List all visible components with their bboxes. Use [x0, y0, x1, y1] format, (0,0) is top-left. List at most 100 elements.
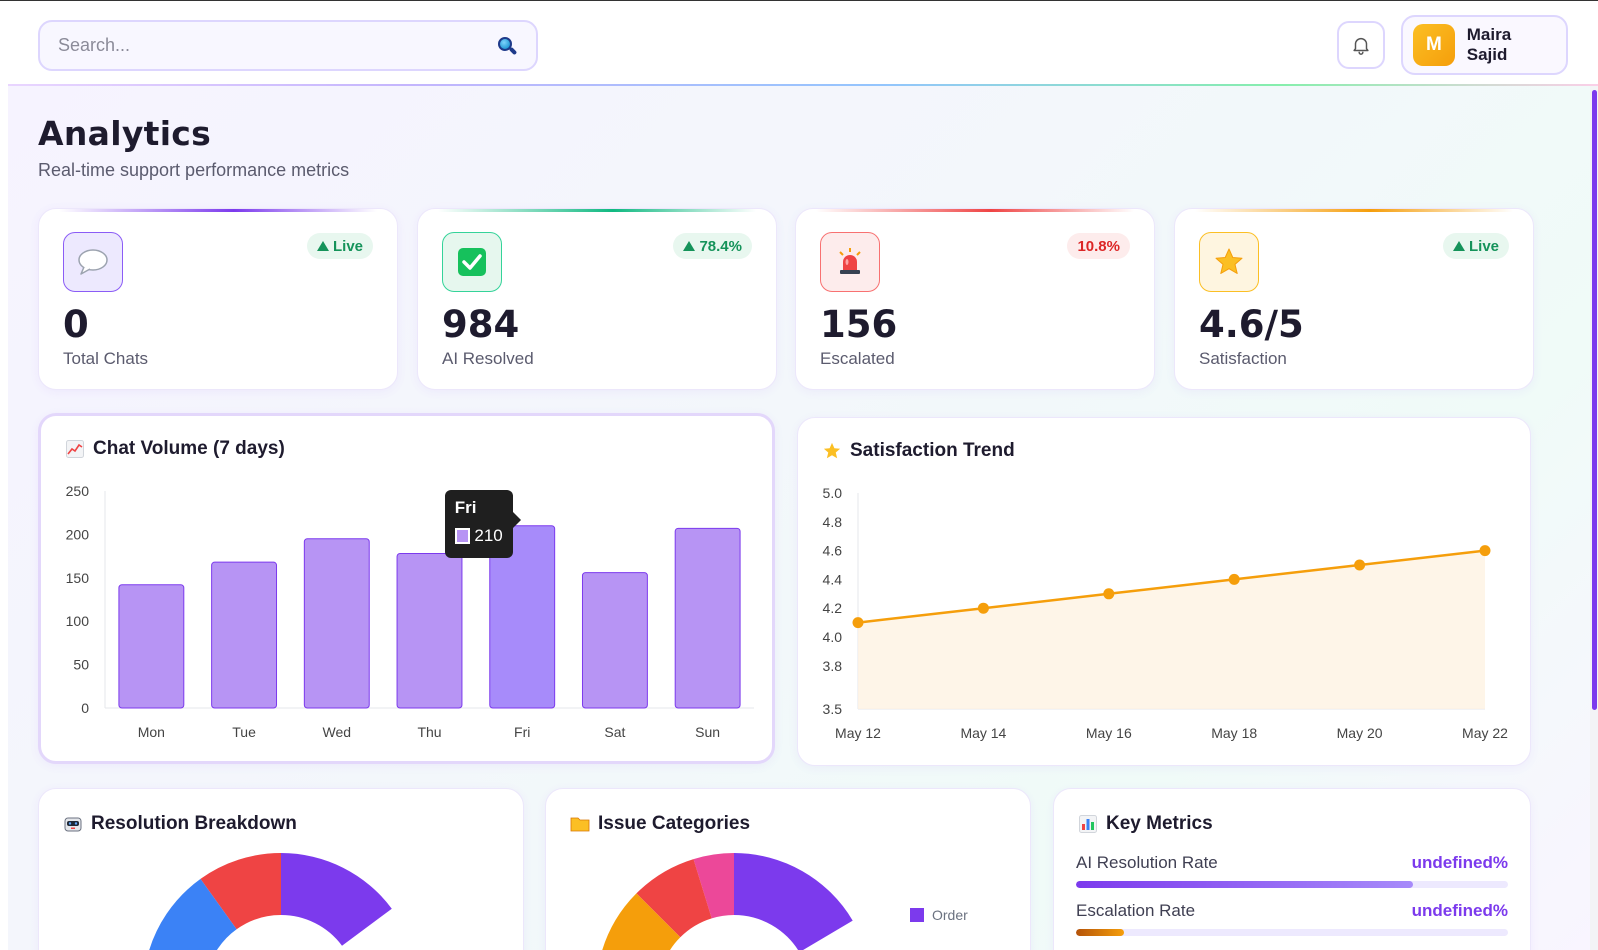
y-tick-label: 0	[81, 700, 89, 716]
metric-progress-fill	[1076, 929, 1124, 936]
main-content: Analytics Real-time support performance …	[8, 86, 1590, 950]
y-tick-label: 3.8	[823, 658, 843, 674]
y-tick-label: 50	[73, 657, 89, 673]
x-tick-label: Sat	[604, 724, 625, 740]
user-name: Maira Sajid	[1466, 25, 1512, 64]
series-line	[857, 549, 1486, 624]
satisfaction-trend-title: Satisfaction Trend	[822, 440, 1015, 462]
search-input[interactable]	[58, 35, 496, 56]
stat-label: Total Chats	[63, 349, 149, 368]
page-subtitle: Real-time support performance metrics	[38, 160, 350, 180]
stat-value: 4.6/5	[1199, 303, 1304, 346]
y-tick-label: 4.2	[823, 600, 843, 616]
y-tick-label: 5.0	[823, 485, 843, 501]
resolution-breakdown-card: Resolution Breakdown	[38, 788, 524, 950]
tooltip-value: 210	[474, 525, 503, 545]
donut-segment-orange	[602, 893, 681, 950]
y-tick-label: 3.5	[823, 701, 843, 717]
chart-tooltip: Fri 210	[444, 489, 521, 558]
card-accent	[816, 209, 1134, 212]
x-tick-label: Fri	[514, 724, 530, 740]
notification-button[interactable]	[1337, 21, 1385, 69]
card-accent	[1195, 209, 1513, 212]
header-divider	[8, 84, 1598, 87]
y-tick-label: 100	[66, 613, 90, 629]
scrollbar-thumb[interactable]	[1592, 90, 1597, 710]
stat-label: Satisfaction	[1199, 349, 1287, 368]
avatar: M	[1413, 24, 1455, 66]
issue-donut-chart	[602, 853, 853, 950]
y-tick-label: 250	[66, 483, 90, 499]
legend-swatch	[910, 908, 924, 922]
search-box[interactable]	[38, 20, 538, 71]
user-profile-button[interactable]: M Maira Sajid	[1401, 15, 1568, 75]
status-badge: 78.4%	[673, 233, 752, 259]
y-tick-label: 4.0	[823, 629, 843, 645]
data-point	[1479, 545, 1491, 557]
data-point	[1228, 573, 1240, 585]
star-icon	[822, 441, 842, 461]
x-tick-label: May 18	[1211, 725, 1257, 741]
metric-progress-fill	[1076, 881, 1413, 888]
y-tick-label: 4.6	[823, 543, 843, 559]
bell-icon	[1353, 37, 1369, 55]
bar	[581, 572, 648, 709]
status-badge: 10.8%	[1067, 233, 1130, 259]
resolution-donut-chart	[149, 853, 392, 950]
metric-progress-bar	[1076, 929, 1508, 936]
bar	[211, 561, 278, 709]
chat-volume-title: Chat Volume (7 days)	[65, 438, 285, 460]
donut-segment-other	[149, 878, 237, 950]
x-tick-label: May 22	[1462, 725, 1508, 741]
x-tick-label: Thu	[417, 724, 441, 740]
x-tick-label: May 14	[960, 725, 1006, 741]
status-badge: Live	[306, 233, 373, 259]
metric-progress-bar	[1076, 881, 1508, 888]
x-tick-label: Tue	[232, 724, 256, 740]
top-bar: M Maira Sajid	[0, 0, 1598, 87]
area-fill	[858, 550, 1485, 709]
x-tick-label: Wed	[323, 724, 352, 740]
stat-label: AI Resolved	[442, 349, 534, 368]
status-badge: Live	[1442, 233, 1509, 259]
stat-card-satisfaction: Live 4.6/5 Satisfaction	[1174, 208, 1534, 390]
y-tick-label: 150	[66, 570, 90, 586]
chart-trend-icon	[65, 439, 85, 459]
tooltip-label: Fri	[454, 497, 477, 517]
donut-segment-pink	[693, 853, 734, 919]
bar	[118, 584, 185, 709]
siren-icon	[820, 232, 880, 292]
data-point	[1103, 588, 1115, 600]
stat-label: Escalated	[820, 349, 895, 368]
tooltip-swatch	[454, 527, 471, 544]
metric-label: Escalation Rate	[1076, 901, 1196, 920]
bar	[674, 527, 741, 709]
chat-volume-card: Chat Volume (7 days) 0 50 100 150 200 250 Mon T…	[38, 413, 775, 764]
donut-segment-escalated	[200, 853, 281, 930]
satisfaction-trend-card: Satisfaction Trend 3.5 3.8 4.0 4.2 4.4 4.6 4.8…	[797, 417, 1531, 766]
resolution-breakdown-title: Resolution Breakdown	[63, 813, 297, 835]
donut-segment-ai	[281, 853, 392, 946]
chat-bubble-icon	[63, 232, 123, 292]
y-tick-label: 200	[66, 526, 90, 542]
stat-value: 156	[820, 303, 898, 346]
issue-categories-title: Issue Categories	[570, 813, 750, 835]
card-accent	[438, 209, 756, 212]
bar	[396, 552, 463, 709]
bar	[489, 525, 556, 709]
check-icon	[442, 232, 502, 292]
x-tick-label: Mon	[138, 724, 165, 740]
tooltip-caret	[512, 511, 521, 528]
x-tick-label: May 12	[835, 725, 881, 741]
metric-value: undefined%	[1411, 901, 1508, 920]
stat-value: 0	[63, 303, 89, 346]
legend-item-order[interactable]: Order	[910, 907, 968, 923]
stat-card-total-chats: Live 0 Total Chats	[38, 208, 398, 390]
x-tick-label: Sun	[695, 724, 720, 740]
bar	[303, 538, 370, 709]
x-tick-label: May 16	[1086, 725, 1132, 741]
star-icon	[1199, 232, 1259, 292]
metric-label: AI Resolution Rate	[1076, 853, 1218, 872]
robot-icon	[63, 814, 83, 834]
search-icon[interactable]	[496, 35, 518, 57]
